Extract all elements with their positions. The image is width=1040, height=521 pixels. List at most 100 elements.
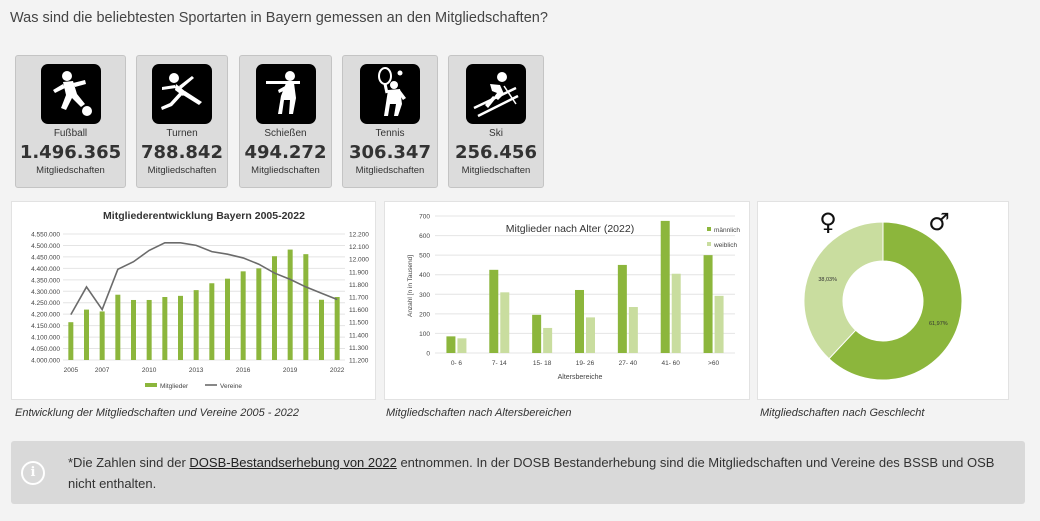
bar-mitglieder [68, 322, 74, 360]
sport-members-count: 788.842 [141, 142, 223, 163]
bar-mitglieder [84, 309, 89, 360]
bar-mitglieder [240, 271, 246, 360]
sport-members-unit: Mitgliedschaften [36, 165, 105, 176]
y-tick-label-left: 4.100.000 [31, 335, 60, 342]
info-icon: i [21, 461, 45, 485]
y-tick-label-left: 4.200.000 [31, 312, 60, 319]
tennis-player-icon [360, 64, 420, 124]
y-tick-label-right: 11.400 [349, 332, 369, 339]
slice-label: 38,03% [818, 277, 837, 283]
y-tick-label-right: 11.300 [349, 345, 369, 352]
sport-members-count: 306.347 [349, 142, 431, 163]
source-note: i *Die Zahlen sind der DOSB-Bestandserhe… [11, 441, 1025, 504]
members-by-gender-chart: 61,97% 38,03% ♀ ♂ [757, 201, 1009, 400]
bar-mitglieder [209, 283, 215, 360]
bar-weiblich [543, 327, 553, 353]
sport-members-unit: Mitgliedschaften [461, 165, 531, 176]
y-tick-label-left: 4.500.000 [31, 243, 60, 250]
x-tick-label: 2010 [142, 367, 157, 374]
sport-name: Turnen [166, 128, 198, 139]
note-suffix: entnommen. In der DOSB Bestanderhebung s… [68, 455, 995, 491]
male-symbol-icon: ♂ [928, 208, 950, 236]
bar-maennlich [489, 269, 499, 353]
y-tick-label: 0 [426, 351, 430, 358]
sport-name: Ski [489, 128, 503, 139]
y-tick-label: 700 [419, 214, 430, 221]
bar-mitglieder [193, 290, 199, 360]
y-tick-label-right: 11.200 [349, 358, 369, 365]
source-note-text: *Die Zahlen sind der DOSB-Bestandserhebu… [68, 452, 1013, 494]
chart2-title: Mitglieder nach Alter (2022) [506, 223, 634, 235]
y-tick-label-right: 11.800 [349, 282, 369, 289]
y-tick-label-left: 4.150.000 [31, 323, 60, 330]
y-tick-label-left: 4.400.000 [31, 266, 60, 273]
y-tick-label-right: 11.500 [349, 320, 369, 327]
sport-card-tennis: Tennis 306.347 Mitgliedschaften [342, 55, 438, 188]
y-tick-label-right: 11.700 [349, 295, 369, 302]
sport-card-turnen: Turnen 788.842 Mitgliedschaften [136, 55, 228, 188]
y-tick-label: 600 [419, 233, 430, 240]
legend-label-vereine: Vereine [220, 383, 242, 390]
x-tick-label: 7- 14 [492, 360, 507, 367]
y-tick-label: 300 [419, 292, 430, 299]
bar-weiblich [714, 295, 724, 353]
bar-weiblich [457, 338, 467, 353]
bar-mitglieder [146, 299, 152, 360]
chart2-caption: Mitgliedschaften nach Altersbereichen [386, 407, 572, 419]
y-tick-label-right: 11.900 [349, 269, 369, 276]
female-symbol-icon: ♀ [819, 208, 837, 236]
x-tick-label: >60 [708, 360, 719, 367]
legend-swatch-weiblich [707, 242, 711, 246]
note-prefix: *Die Zahlen sind der [68, 455, 190, 470]
bar-weiblich [628, 307, 638, 353]
x-tick-label: 2016 [236, 367, 251, 374]
x-tick-label: 2022 [330, 367, 345, 374]
x-tick-label: 0- 6 [451, 360, 463, 367]
legend-label: weiblich [713, 242, 738, 249]
bar-weiblich [586, 317, 595, 353]
bar-mitglieder [319, 299, 324, 360]
y-tick-label-right: 12.200 [349, 232, 369, 239]
bar-mitglieder [115, 294, 121, 360]
y-tick-label: 200 [419, 311, 430, 318]
sport-card-ski: Ski 256.456 Mitgliedschaften [448, 55, 544, 188]
y-tick-label-left: 4.550.000 [31, 232, 60, 239]
members-development-chart: Mitgliederentwicklung Bayern 2005-2022 4.… [11, 201, 376, 400]
donut-slice [828, 221, 963, 381]
bar-maennlich [617, 264, 627, 353]
chart3-caption: Mitgliedschaften nach Geschlecht [760, 407, 925, 419]
donut-slice [803, 221, 884, 360]
bar-maennlich [660, 220, 670, 353]
bar-maennlich [532, 314, 542, 353]
dosb-link[interactable]: DOSB-Bestandserhebung von 2022 [189, 455, 397, 470]
sport-members-count: 494.272 [244, 142, 327, 163]
x-tick-label: 41- 60 [661, 360, 680, 367]
bar-weiblich [671, 273, 681, 353]
sport-members-unit: Mitgliedschaften [251, 165, 320, 176]
bar-mitglieder [225, 278, 230, 360]
legend-swatch-maennlich [707, 227, 711, 231]
bar-mitglieder [272, 256, 277, 360]
legend-swatch-mitglieder [145, 383, 157, 387]
y-tick-label-left: 4.250.000 [31, 300, 60, 307]
y-tick-label-right: 12.000 [349, 257, 369, 264]
bar-mitglieder [256, 268, 262, 360]
members-by-age-chart: 0 100 200 300 400 500 600 700 Mitglieder nach Al… [384, 201, 750, 400]
x-tick-label: 15- 18 [533, 360, 552, 367]
sport-members-count: 256.456 [455, 142, 537, 163]
legend-label-mitglieder: Mitglieder [160, 383, 189, 390]
bar-mitglieder [131, 299, 136, 360]
skier-icon [466, 64, 526, 124]
soccer-player-icon [40, 64, 101, 124]
sport-card-fussball: Fußball 1.496.365 Mitgliedschaften [15, 55, 126, 188]
y-tick-label-left: 4.300.000 [31, 289, 60, 296]
x-tick-label: 2005 [64, 367, 79, 374]
bar-weiblich [500, 292, 510, 353]
y-tick-label-right: 12.100 [349, 244, 369, 251]
x-tick-label: 2019 [283, 367, 298, 374]
chart1-caption: Entwicklung der Mitgliedschaften und Ver… [15, 407, 299, 419]
bar-maennlich [446, 336, 456, 353]
bar-mitglieder [162, 297, 168, 360]
shooter-icon [255, 64, 316, 124]
bar-maennlich [703, 255, 713, 353]
